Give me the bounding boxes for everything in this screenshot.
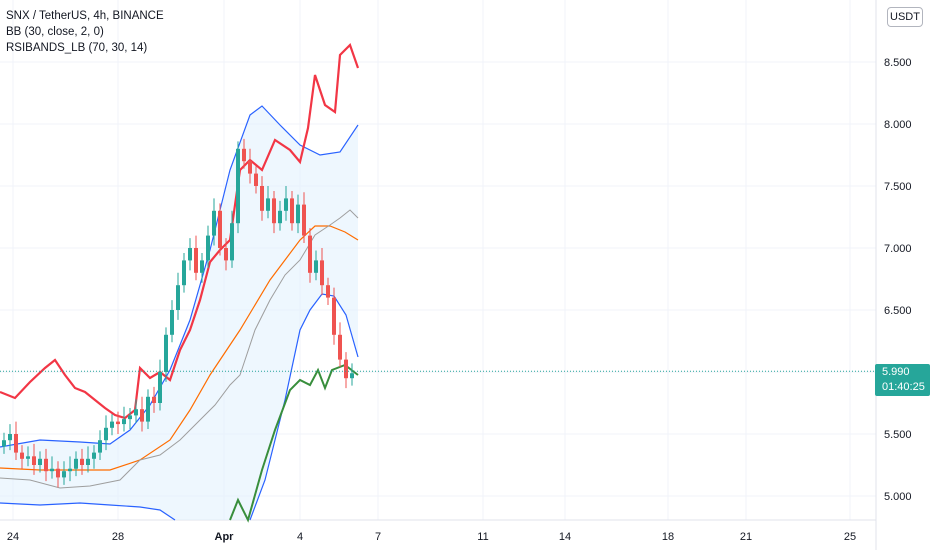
candle-body [206, 235, 210, 261]
candle-body [2, 440, 6, 447]
candle-body [332, 297, 336, 335]
candle-body [254, 173, 258, 186]
chart-legend: SNX / TetherUS, 4h, BINANCE BB (30, clos… [6, 8, 164, 56]
candle-body [20, 452, 24, 459]
candle-body [110, 421, 114, 428]
price-tick-label: 5.500 [884, 429, 912, 441]
bb-fill-area [0, 106, 358, 520]
candle-body [350, 373, 354, 379]
candle-body [194, 248, 198, 273]
candle-body [8, 434, 12, 441]
candle-body [320, 260, 324, 286]
candle-body [242, 148, 246, 162]
candle-body [38, 458, 42, 465]
candle-body [50, 468, 54, 472]
candle-body [164, 334, 168, 372]
candle-body [152, 396, 156, 403]
candle-body [158, 372, 162, 403]
candle-body [92, 452, 96, 459]
time-tick-label: 21 [740, 531, 752, 543]
candle-body [314, 260, 318, 273]
price-tick-label: 8.000 [884, 119, 912, 131]
rsi-upper-band [0, 42, 360, 420]
candle-body [26, 456, 30, 459]
candle-body [308, 235, 312, 273]
candle-body [62, 471, 66, 478]
time-tick-label: 14 [559, 531, 571, 543]
legend-rsibands-indicator[interactable]: RSIBANDS_LB (70, 30, 14) [6, 42, 148, 54]
candle-body [200, 260, 204, 273]
bb-lower-band [0, 502, 176, 521]
bar-countdown: 01:40:25 [882, 381, 925, 393]
bb-basis [0, 225, 359, 471]
currency-button[interactable]: USDT [887, 7, 923, 27]
candle-body [182, 260, 186, 286]
candle-body [146, 396, 150, 422]
candle-body [188, 248, 192, 261]
time-tick-label: 7 [375, 531, 381, 543]
candle-body [218, 210, 222, 248]
price-tick-label: 5.000 [884, 491, 912, 503]
rsi-lower-band [229, 363, 359, 523]
time-tick-label: Apr [215, 531, 235, 543]
time-tick-label: 18 [662, 531, 674, 543]
time-tick-label: 11 [477, 531, 488, 543]
time-tick-label: 28 [112, 531, 124, 543]
last-price-value: 5.990 [882, 366, 910, 378]
candle-body [140, 409, 144, 422]
candle-body [14, 434, 18, 453]
candle-body [74, 458, 78, 469]
candle-body [284, 198, 288, 211]
candle-body [272, 198, 276, 224]
candle-body [296, 204, 300, 224]
last-price-label: 5.990 01:40:25 [875, 364, 930, 396]
candle-body [290, 198, 294, 224]
price-tick-label: 7.000 [884, 243, 912, 255]
candle-body [266, 198, 270, 211]
candle-body [224, 248, 228, 261]
candle-body [104, 427, 108, 441]
time-tick-label: 25 [844, 531, 856, 543]
candle-body [338, 334, 342, 360]
candle-body [302, 204, 306, 236]
bb-lower-band-2 [249, 293, 359, 521]
price-tick-label: 7.500 [884, 181, 912, 193]
candle-body [128, 415, 132, 420]
rsi-mid-line [0, 209, 359, 489]
candle-body [248, 161, 252, 174]
candle-body [344, 359, 348, 379]
candle-body [260, 186, 264, 211]
candle-body [170, 310, 174, 335]
candle-body [176, 285, 180, 310]
price-tick-label: 8.500 [884, 57, 912, 69]
candle-body [116, 421, 120, 425]
candle-body [212, 210, 216, 236]
candle-body [98, 440, 102, 453]
candle-body [134, 409, 138, 416]
legend-symbol[interactable]: SNX / TetherUS, 4h, BINANCE [6, 10, 164, 22]
candle-body [68, 468, 72, 472]
candle-body [122, 419, 126, 425]
price-tick-label: 6.500 [884, 305, 912, 317]
candle-body [326, 285, 330, 298]
candle-body [278, 210, 282, 224]
candle-body [236, 148, 240, 224]
candle-body [56, 468, 60, 478]
time-tick-label: 4 [297, 531, 303, 543]
time-tick-label: 24 [7, 531, 19, 543]
legend-bb-indicator[interactable]: BB (30, close, 2, 0) [6, 26, 104, 38]
candle-body [80, 458, 84, 465]
candle-body [86, 458, 90, 465]
candle-body [44, 458, 48, 472]
candle-body [32, 456, 36, 465]
candle-body [230, 223, 234, 261]
